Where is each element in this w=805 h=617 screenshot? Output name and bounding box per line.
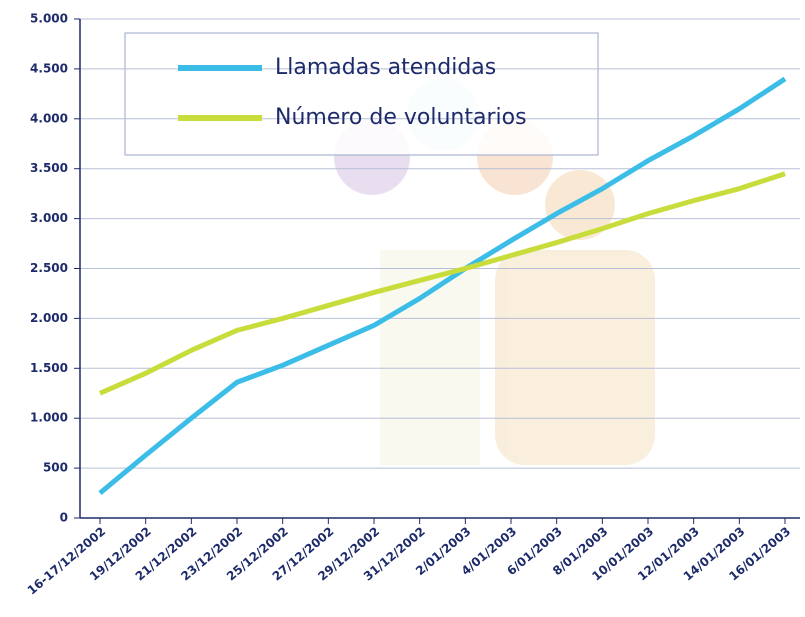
legend-label: Llamadas atendidas: [275, 55, 496, 80]
y-tick-label: 3.000: [30, 211, 68, 225]
y-tick-label: 1.000: [30, 411, 68, 425]
y-tick-label: 5.000: [30, 12, 68, 26]
legend-label: Número de voluntarios: [275, 105, 527, 130]
x-tick-label: 16-17/12/2002: [25, 524, 108, 597]
y-tick-label: 2.500: [30, 261, 68, 275]
y-tick-label: 4.500: [30, 61, 68, 75]
y-tick-label: 4.000: [30, 111, 68, 125]
chart: 0 500 1.000 1.500 2.000 2.500 3.000 3.500 4.000 4…: [0, 0, 805, 617]
y-tick-label: 0: [60, 511, 68, 525]
y-tick-label: 2.000: [30, 311, 68, 325]
figure-body: [495, 250, 655, 465]
y-tick-label: 500: [43, 461, 68, 475]
figure-body: [380, 250, 480, 465]
y-tick-label: 3.500: [30, 161, 68, 175]
legend-box: [125, 33, 598, 155]
y-tick-label: 1.500: [30, 361, 68, 375]
